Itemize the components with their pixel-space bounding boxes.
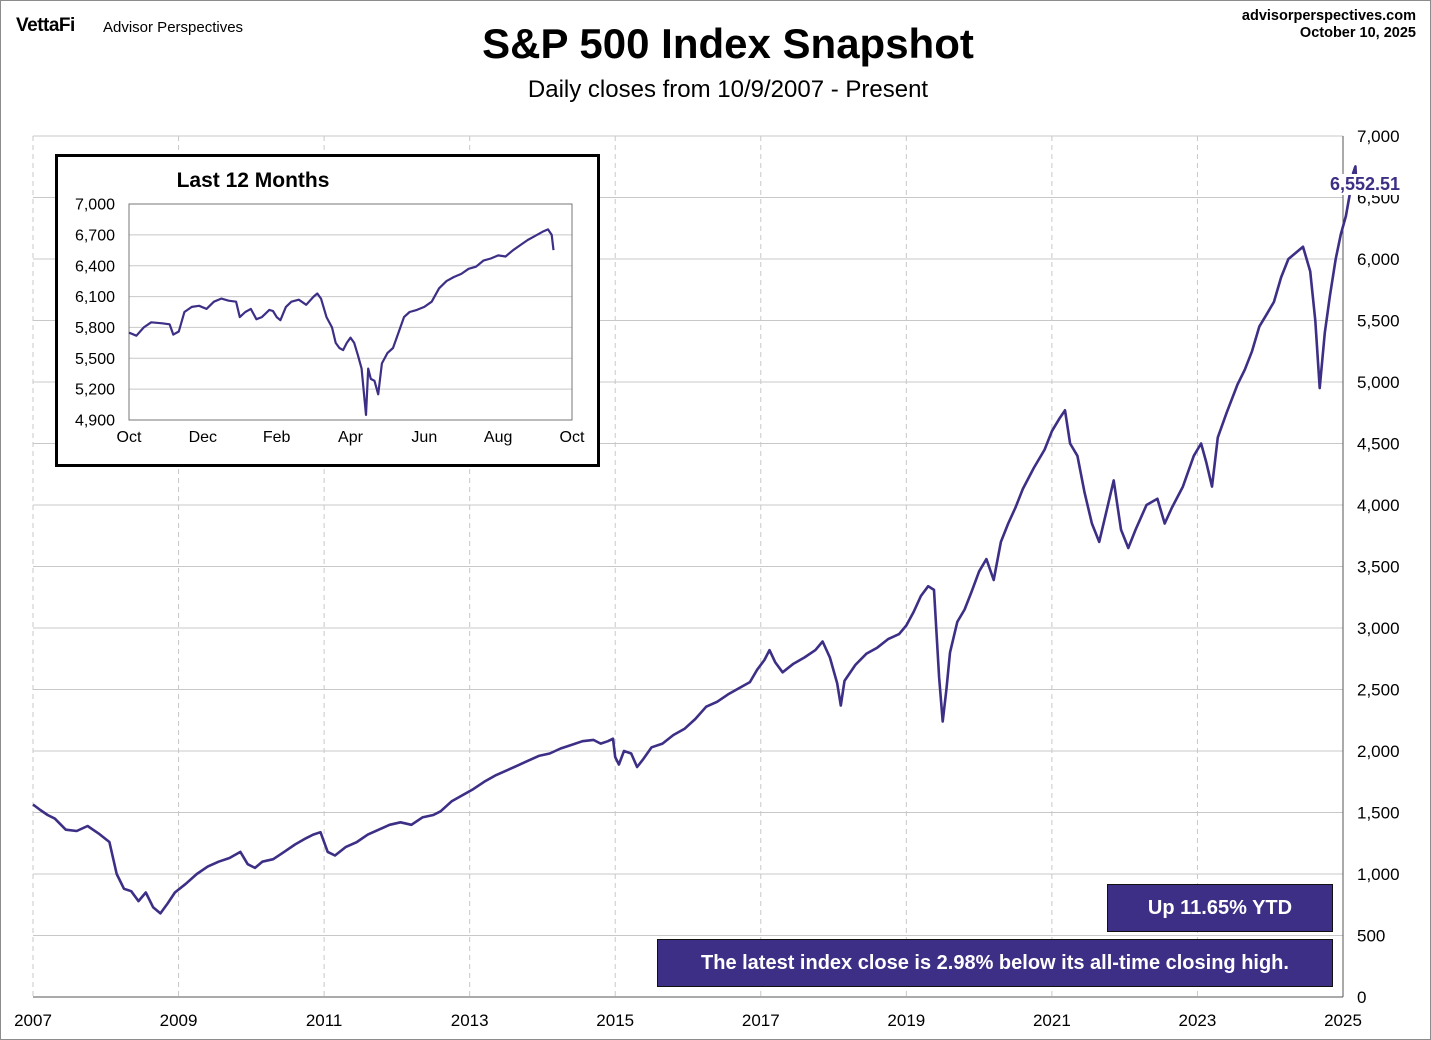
y-tick-label: 4,500 bbox=[1357, 434, 1400, 453]
x-tick-label: Oct bbox=[117, 429, 142, 446]
chart-title: S&P 500 Index Snapshot bbox=[482, 20, 974, 67]
x-tick-label: Aug bbox=[484, 429, 512, 446]
series-line bbox=[128, 228, 555, 416]
vettafi-logo: VettaFi bbox=[16, 15, 75, 36]
y-tick-label: 1,500 bbox=[1357, 803, 1400, 822]
x-tick-label: 2021 bbox=[1033, 1011, 1071, 1030]
y-tick-label: 6,000 bbox=[1357, 250, 1400, 269]
ytd-badge: Up 11.65% YTD bbox=[1107, 884, 1333, 932]
y-tick-label: 1,000 bbox=[1357, 865, 1400, 884]
series-line bbox=[32, 165, 1359, 915]
y-tick-label: 5,500 bbox=[1357, 311, 1400, 330]
site-url: advisorperspectives.com bbox=[1241, 8, 1416, 24]
inset-chart-box: Last 12 Months Oct Dec Feb Apr Jun Aug Oct 4,90… bbox=[55, 154, 600, 467]
report-date: October 10, 2025 bbox=[1299, 25, 1416, 41]
site-info: advisorperspectives.com October 10, 2025 bbox=[1242, 8, 1416, 42]
y-tick-label: 3,000 bbox=[1357, 619, 1400, 638]
y-tick-label: 5,200 bbox=[75, 382, 115, 399]
brand-name: Advisor Perspectives bbox=[103, 19, 244, 36]
all-time-high-badge: The latest index close is 2.98% below it… bbox=[657, 939, 1333, 987]
y-tick-label: 6,400 bbox=[75, 258, 115, 275]
plot-area bbox=[128, 203, 573, 421]
x-tick-label: 2009 bbox=[160, 1011, 198, 1030]
chart-subtitle: Daily closes from 10/9/2007 - Present bbox=[527, 76, 929, 103]
x-tick-label: Jun bbox=[411, 429, 437, 446]
last-value-label: 6,552.51 bbox=[1326, 174, 1405, 195]
y-tick-label: 2,000 bbox=[1357, 742, 1400, 761]
x-tick-label: Apr bbox=[338, 429, 364, 446]
y-tick-label: 5,800 bbox=[75, 320, 115, 337]
x-tick-label: 2019 bbox=[887, 1011, 925, 1030]
y-tick-label: 0 bbox=[1357, 988, 1366, 1007]
y-tick-label: 5,000 bbox=[1357, 373, 1400, 392]
inset-chart-title: Last 12 Months bbox=[176, 169, 330, 192]
x-tick-label: Feb bbox=[263, 429, 291, 446]
inset-chart: Oct Dec Feb Apr Jun Aug Oct4,9005,2005,5005,80… bbox=[75, 197, 585, 446]
x-tick-label: 2017 bbox=[742, 1011, 780, 1030]
y-tick-label: 2,500 bbox=[1357, 680, 1400, 699]
y-tick-label: 4,900 bbox=[75, 413, 115, 430]
y-tick-label: 6,700 bbox=[75, 227, 115, 244]
y-tick-label: 6,100 bbox=[75, 289, 115, 306]
x-tick-label: 2025 bbox=[1324, 1011, 1362, 1030]
y-tick-label: 4,000 bbox=[1357, 496, 1400, 515]
y-tick-label: 7,000 bbox=[75, 197, 115, 214]
x-tick-label: 2011 bbox=[306, 1011, 343, 1030]
y-tick-label: 5,500 bbox=[75, 351, 115, 368]
x-tick-label: Dec bbox=[189, 429, 217, 446]
x-tick-label: 2007 bbox=[14, 1011, 52, 1030]
x-tick-label: 2015 bbox=[596, 1011, 634, 1030]
x-tick-label: Oct bbox=[560, 429, 585, 446]
x-tick-label: 2023 bbox=[1179, 1011, 1217, 1030]
x-tick-label: 2013 bbox=[451, 1011, 489, 1030]
y-tick-label: 3,500 bbox=[1357, 557, 1400, 576]
y-tick-label: 500 bbox=[1357, 926, 1385, 945]
y-tick-label: 7,000 bbox=[1357, 127, 1400, 146]
